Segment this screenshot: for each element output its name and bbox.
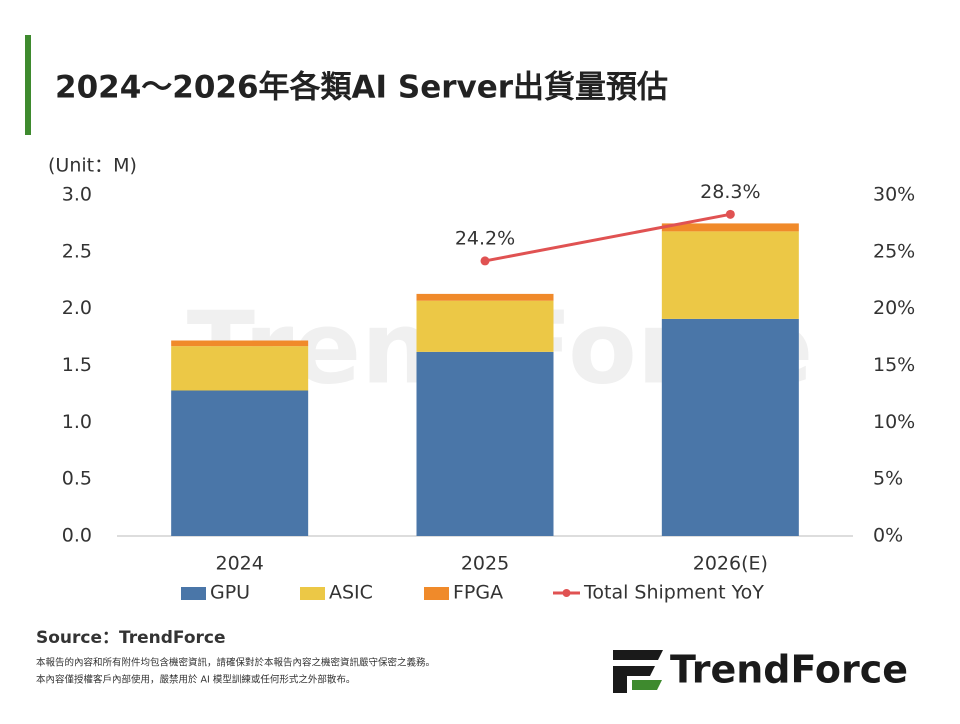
x-tick-label: 2025 — [461, 553, 509, 575]
y2-tick-label: 15% — [873, 354, 915, 376]
disclaimer: 本內容僅授權客戶內部使用，嚴禁用於 AI 模型訓練或任何形式之外部散布。 — [36, 674, 355, 686]
data-label: 28.3% — [700, 181, 760, 203]
legend-label: Total Shipment YoY — [583, 582, 764, 604]
bar-segment — [171, 390, 309, 536]
bar-segment — [661, 231, 799, 319]
y-tick-label: 3.0 — [62, 184, 92, 206]
title-accent — [25, 35, 31, 135]
y2-tick-label: 10% — [873, 411, 915, 433]
bar-segment — [661, 223, 799, 232]
source: Source：TrendForce — [36, 628, 226, 648]
line-marker — [725, 209, 735, 219]
legend-swatch — [300, 587, 325, 600]
y2-tick-label: 5% — [873, 468, 903, 490]
bar-segment — [171, 340, 309, 347]
y2-tick-label: 30% — [873, 184, 915, 206]
line-marker — [480, 256, 490, 266]
bar-segment — [416, 300, 554, 352]
y-tick-label: 0.5 — [62, 468, 92, 490]
legend-label: FPGA — [453, 582, 503, 604]
legend-label: GPU — [210, 582, 250, 604]
chart-title: 2024～2026年各類AI Server出貨量預估 — [55, 70, 668, 106]
y-tick-label: 1.5 — [62, 354, 92, 376]
line — [484, 212, 731, 263]
data-label: 24.2% — [455, 227, 515, 249]
legend-label: ASIC — [329, 582, 373, 604]
bar-segment — [661, 318, 799, 536]
legend-swatch — [424, 587, 449, 600]
y2-tick-label: 0% — [873, 525, 903, 547]
bar-segment — [171, 346, 309, 391]
legend-swatch — [562, 589, 571, 597]
disclaimer: 本報告的內容和所有附件均包含機密資訊，請確保對於本報告內容之機密資訊嚴守保密之義… — [36, 657, 435, 669]
y-tick-label: 2.5 — [62, 240, 92, 262]
bar-segment — [416, 293, 554, 301]
y2-tick-label: 20% — [873, 297, 915, 319]
x-tick-label: 2026(E) — [693, 553, 768, 575]
legend-swatch — [181, 587, 206, 600]
x-tick-label: 2024 — [215, 553, 263, 575]
unit-label: (Unit：M) — [48, 155, 137, 177]
y-tick-label: 1.0 — [62, 411, 92, 433]
y2-tick-label: 25% — [873, 240, 915, 262]
y-tick-label: 2.0 — [62, 297, 92, 319]
logo-icon — [613, 650, 663, 693]
y-tick-label: 0.0 — [62, 525, 92, 547]
logo-text: TrendForce — [670, 648, 908, 692]
bar-segment — [416, 351, 554, 536]
